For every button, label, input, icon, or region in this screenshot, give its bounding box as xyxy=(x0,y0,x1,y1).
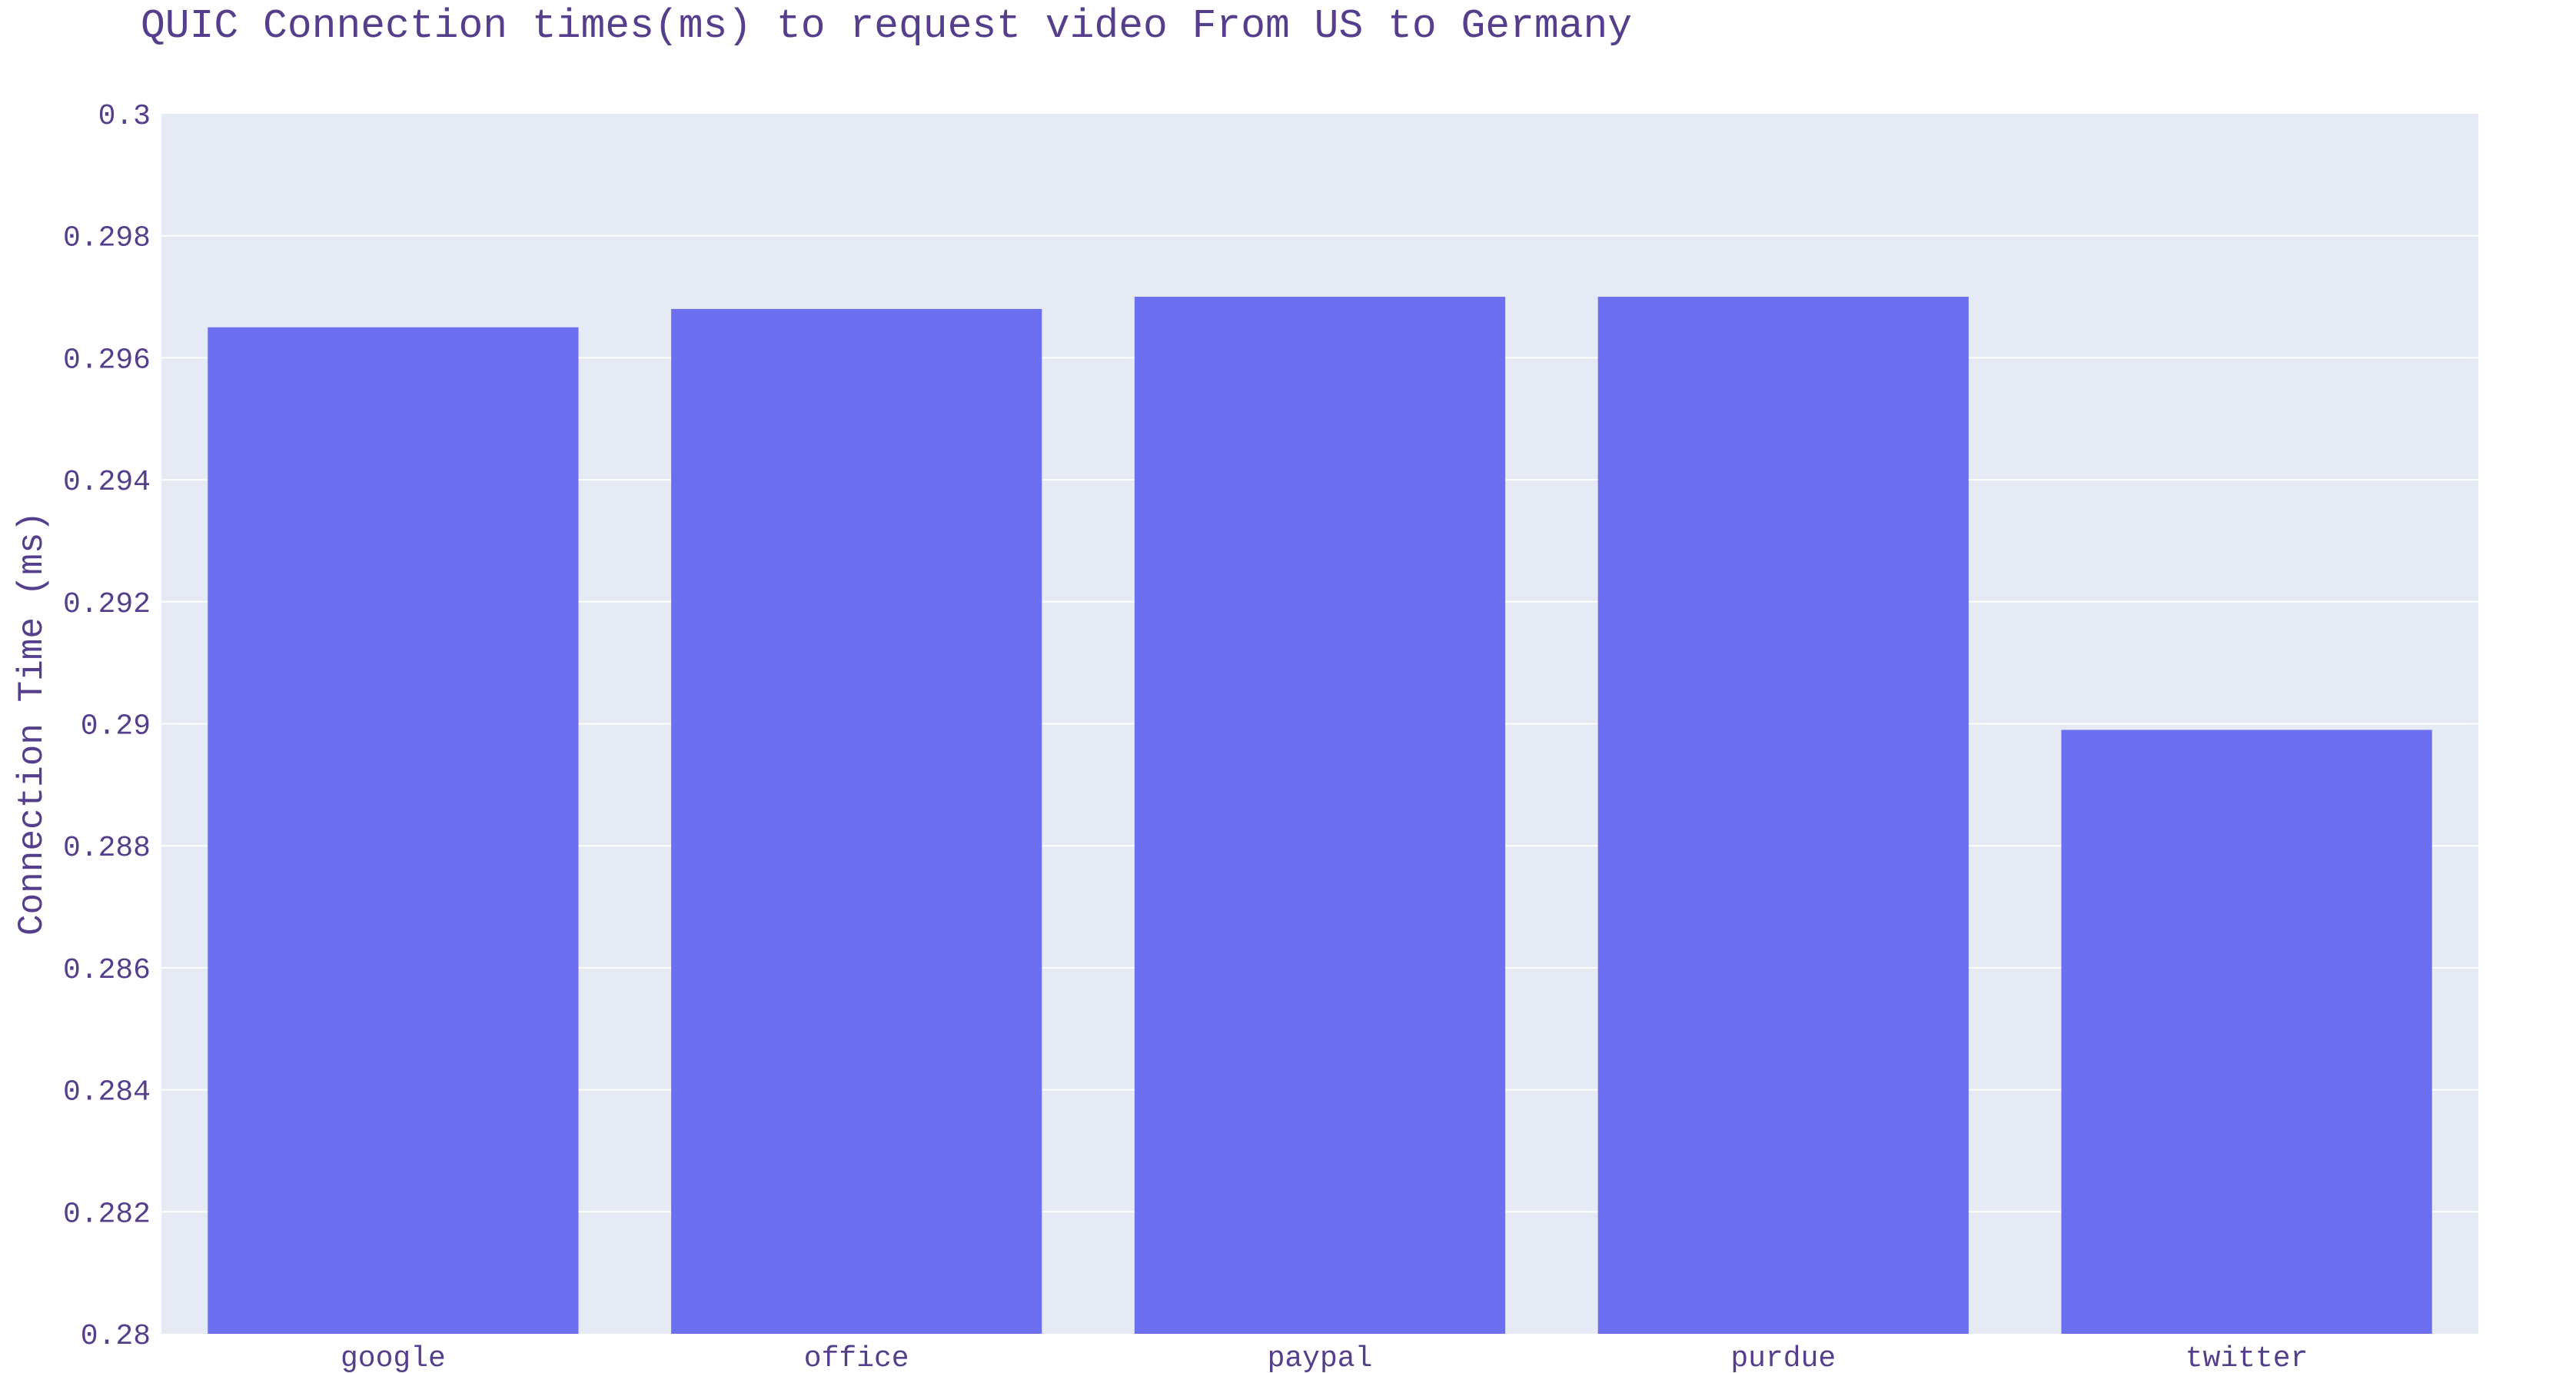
y-tick-label: 0.28 xyxy=(81,1320,151,1353)
x-axis-ticks: google office paypal purdue twitter xyxy=(341,1342,2308,1373)
bar-purdue[interactable] xyxy=(1597,297,1969,1334)
y-tick-label: 0.296 xyxy=(63,344,151,377)
chart-title: QUIC Connection times(ms) to request vid… xyxy=(141,3,1632,49)
y-tick-label: 0.284 xyxy=(63,1076,151,1109)
bars xyxy=(208,297,2432,1335)
y-axis-ticks: 0.28 0.282 0.284 0.286 0.288 0.29 0.292 0.294 0.… xyxy=(63,100,151,1353)
y-tick-label: 0.286 xyxy=(63,954,151,987)
bar-twitter[interactable] xyxy=(2061,730,2432,1334)
y-tick-label: 0.288 xyxy=(63,832,151,865)
y-tick-label: 0.294 xyxy=(63,466,151,499)
y-tick-label: 0.282 xyxy=(63,1198,151,1231)
y-tick-label: 0.29 xyxy=(81,710,151,743)
bar-office[interactable] xyxy=(671,308,1042,1334)
bar-google[interactable] xyxy=(208,327,579,1335)
x-tick-label: paypal xyxy=(1268,1342,1373,1373)
y-tick-label: 0.298 xyxy=(63,222,151,255)
y-tick-label: 0.292 xyxy=(63,588,151,621)
y-axis-label: Connection Time (ms) xyxy=(12,511,52,936)
x-tick-label: google xyxy=(341,1342,446,1373)
bar-paypal[interactable] xyxy=(1134,297,1506,1334)
x-tick-label: purdue xyxy=(1730,1342,1836,1373)
x-tick-label: twitter xyxy=(2185,1342,2308,1373)
x-tick-label: office xyxy=(804,1342,909,1373)
y-tick-label: 0.3 xyxy=(98,100,151,133)
